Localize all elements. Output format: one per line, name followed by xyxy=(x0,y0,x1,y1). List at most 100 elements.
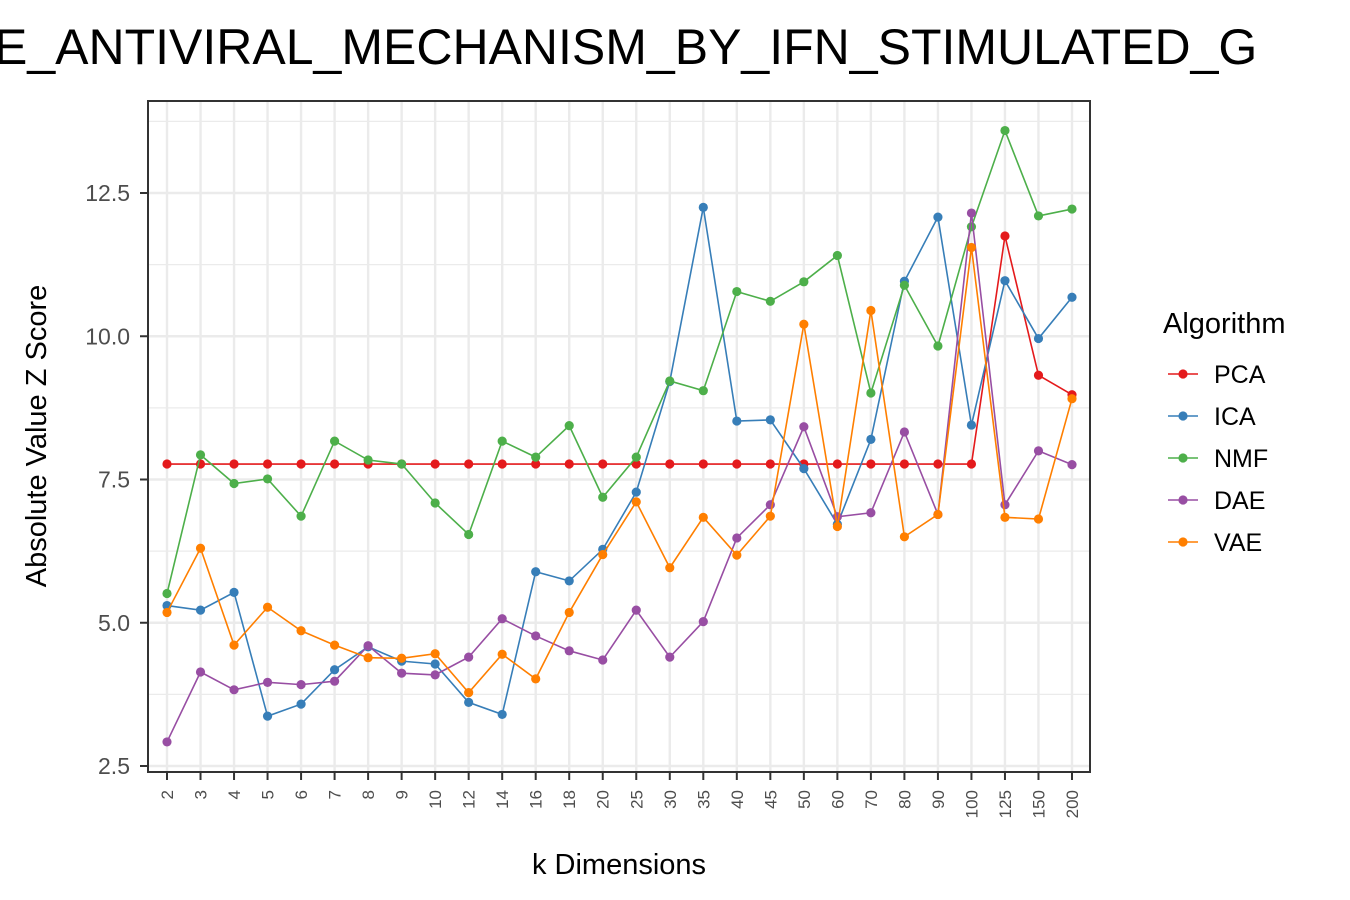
data-point-vae xyxy=(262,602,273,612)
data-point-vae xyxy=(195,543,206,553)
data-point-nmf xyxy=(329,436,340,446)
data-point-nmf xyxy=(397,459,407,469)
data-point-vae xyxy=(631,497,641,507)
series-line-nmf xyxy=(166,128,1073,594)
data-point-nmf xyxy=(598,492,608,502)
legend-item-pca: PCA xyxy=(1168,361,1266,389)
data-point-nmf xyxy=(1067,204,1077,214)
data-point-nmf xyxy=(464,529,474,540)
data-point-ica xyxy=(866,434,876,444)
data-point-ica xyxy=(329,665,340,675)
data-point-pca xyxy=(933,459,943,469)
data-point-dae xyxy=(229,685,239,695)
data-point-nmf xyxy=(966,222,977,232)
data-point-vae xyxy=(1000,512,1010,522)
legend-label: ICA xyxy=(1214,403,1256,431)
data-point-pca xyxy=(899,459,910,469)
data-point-pca xyxy=(296,459,306,469)
data-point-dae xyxy=(832,512,842,522)
data-point-dae xyxy=(966,208,977,218)
x-tick-label: 70 xyxy=(862,790,881,809)
data-point-ica xyxy=(1033,333,1044,344)
data-point-ica xyxy=(262,711,273,721)
data-point-ica xyxy=(933,212,943,222)
data-point-pca xyxy=(732,459,742,469)
x-tick-label: 12 xyxy=(460,790,479,809)
x-tick-label: 50 xyxy=(795,790,814,809)
legend-key-point xyxy=(1178,369,1188,379)
data-point-pca xyxy=(1000,231,1010,241)
data-point-pca xyxy=(162,459,172,469)
data-point-vae xyxy=(531,674,541,684)
legend-label: VAE xyxy=(1214,529,1262,557)
x-tick-label: 45 xyxy=(761,790,780,809)
data-point-nmf xyxy=(430,498,440,508)
x-tick-label: 14 xyxy=(493,790,512,809)
data-point-nmf xyxy=(1033,211,1044,221)
x-tick-label: 5 xyxy=(259,790,278,799)
chart-title: E_ANTIVIRAL_MECHANISM_BY_IFN_STIMULATED_… xyxy=(0,19,1257,75)
data-point-pca xyxy=(531,459,541,469)
data-point-nmf xyxy=(1000,125,1010,136)
data-point-ica xyxy=(296,699,306,709)
data-point-ica xyxy=(464,697,474,707)
x-tick-label: 2 xyxy=(158,790,177,799)
data-point-dae xyxy=(262,677,273,687)
data-point-vae xyxy=(329,640,340,650)
data-point-dae xyxy=(464,652,474,662)
x-tick-label: 30 xyxy=(661,790,680,809)
series-line-vae xyxy=(166,247,1073,694)
data-point-nmf xyxy=(832,250,842,261)
data-point-ica xyxy=(497,709,507,720)
series-pca xyxy=(162,231,1077,469)
data-point-nmf xyxy=(698,386,708,396)
data-point-pca xyxy=(464,459,474,469)
data-point-dae xyxy=(1067,460,1077,470)
x-tick-label: 90 xyxy=(929,790,948,809)
data-point-pca xyxy=(832,459,842,469)
legend-item-nmf: NMF xyxy=(1168,445,1268,473)
data-point-ica xyxy=(732,416,742,426)
data-point-nmf xyxy=(229,478,239,489)
data-point-dae xyxy=(497,614,507,624)
x-axis-title: k Dimensions xyxy=(532,849,706,881)
legend-title: Algorithm xyxy=(1163,308,1286,340)
data-point-ica xyxy=(1000,276,1010,286)
x-tick-label: 16 xyxy=(527,790,546,809)
data-point-nmf xyxy=(564,421,574,431)
legend-label: DAE xyxy=(1214,487,1265,515)
x-tick-label: 8 xyxy=(359,790,378,799)
data-point-vae xyxy=(598,549,608,560)
x-tick-label: 100 xyxy=(962,790,981,818)
y-tick-label: 2.5 xyxy=(98,753,130,779)
x-tick-label: 200 xyxy=(1063,790,1082,818)
data-point-nmf xyxy=(732,286,742,297)
x-tick-label: 18 xyxy=(560,790,579,809)
y-tick-label: 5.0 xyxy=(98,610,130,636)
data-point-nmf xyxy=(296,511,306,521)
data-point-dae xyxy=(866,508,876,518)
y-axis-title: Absolute Value Z Score xyxy=(21,285,53,588)
series-line-dae xyxy=(166,212,1073,743)
plot-panel-border xyxy=(147,100,1091,773)
data-point-dae xyxy=(899,427,910,437)
data-point-nmf xyxy=(363,455,373,465)
series-line-pca xyxy=(167,235,1073,465)
data-point-pca xyxy=(866,459,876,469)
data-point-vae xyxy=(933,509,943,520)
data-point-dae xyxy=(397,668,407,678)
series-line-ica xyxy=(166,207,1073,718)
data-point-vae xyxy=(698,512,708,522)
data-point-ica xyxy=(698,202,708,212)
data-point-ica xyxy=(799,464,809,474)
axes: 2.55.07.510.012.52 3 4 5 6 7 8 9 10 12 14 16 18 20 25 3… xyxy=(85,180,1082,818)
data-point-dae xyxy=(598,655,608,665)
data-point-vae xyxy=(397,653,407,663)
data-point-vae xyxy=(229,640,239,650)
data-point-nmf xyxy=(162,588,172,599)
data-point-vae xyxy=(765,511,775,521)
x-tick-label: 6 xyxy=(292,790,311,799)
data-point-vae xyxy=(296,626,306,636)
data-point-nmf xyxy=(899,280,910,290)
data-point-vae xyxy=(799,319,809,329)
